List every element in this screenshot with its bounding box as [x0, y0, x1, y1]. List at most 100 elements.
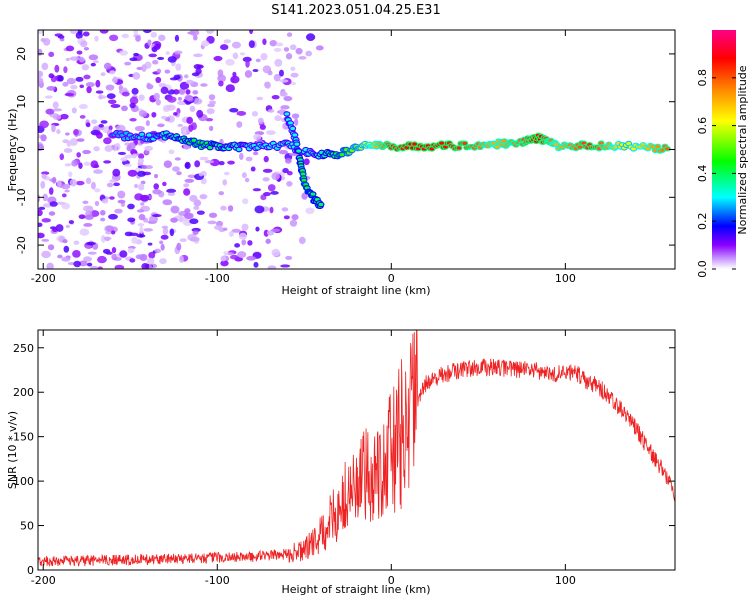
spectrogram-speckle [117, 190, 126, 199]
spectrogram-speckle [145, 120, 150, 127]
spectrogram-speckle [82, 200, 89, 205]
snr-ytick-label: 200 [13, 386, 34, 399]
snr-series-line [38, 330, 675, 568]
spectrogram-speckle [127, 203, 135, 210]
spectrogram-speckle [200, 83, 208, 87]
spectrogram-speckle [68, 171, 73, 178]
spectrogram-speckle [229, 108, 239, 113]
spectrogram-speckle [38, 194, 41, 203]
spectrogram-speckle [48, 187, 54, 195]
spectrogram-speckle [206, 108, 215, 115]
spectrogram-speckle [239, 152, 244, 161]
spectrogram-speckle [183, 183, 190, 188]
snr-ylabel: SNR (10 * v/v) [6, 411, 19, 489]
spectrogram-speckle [112, 168, 121, 177]
spectrogram-speckle [248, 40, 255, 49]
spectrogram-speckle [151, 111, 157, 118]
spectrogram-speckle [75, 76, 84, 82]
spectrogram-speckle [129, 118, 137, 122]
spectrogram-speckle [295, 47, 303, 55]
spectrogram-speckle [213, 55, 223, 62]
spectrogram-speckle [238, 232, 248, 240]
spectrogram-speckle [147, 39, 152, 46]
spectrogram-speckle [254, 205, 265, 214]
snr-ytick-label: 150 [13, 431, 34, 444]
spectrogram-speckle [167, 96, 177, 103]
spectrogram-speckle [110, 103, 121, 109]
spectrogram-speckle [57, 180, 62, 188]
spectrogram-ridge-core [296, 149, 302, 153]
spectrogram-ridge-core [236, 147, 242, 152]
spectrogram-speckle [73, 240, 80, 245]
spectrogram-speckle [144, 145, 153, 152]
spectrogram-speckle [40, 134, 47, 142]
spectrogram-speckle [223, 251, 229, 256]
spectrogram-speckle [86, 86, 92, 94]
spectrogram-speckle [223, 171, 230, 176]
spectrogram-speckle [89, 265, 99, 269]
spectrogram-speckle [267, 184, 276, 192]
spectrogram-speckle [283, 95, 293, 102]
spectrogram-speckle [270, 228, 281, 233]
spectrogram-speckle [117, 199, 126, 204]
spectrogram-speckle [231, 228, 241, 233]
spectrogram-speckle [285, 157, 292, 164]
spectrogram-speckle [170, 205, 180, 214]
spectrogram-speckle [267, 265, 277, 269]
spectrogram-speckle [85, 177, 92, 185]
spectrogram-speckle [162, 181, 167, 187]
spectrogram-speckle [222, 179, 228, 186]
colorbar-gradient [712, 30, 736, 269]
spectrogram-speckle [86, 241, 96, 246]
spectrogram-speckle [163, 160, 173, 168]
spectrogram-speckle [264, 81, 272, 89]
spectrogram-speckle [155, 76, 162, 84]
spectrogram-speckle [194, 160, 201, 168]
spectrogram-speckle [303, 158, 310, 166]
spectrogram-speckle [191, 72, 200, 77]
spectrogram-speckle [133, 183, 139, 189]
spectrogram-speckle [174, 34, 180, 42]
spectrogram-speckle [278, 69, 284, 77]
spectrogram-speckle [285, 255, 293, 260]
snr-xtick-label: -100 [205, 574, 230, 587]
spectrogram-speckle [154, 43, 161, 50]
spectrogram-speckle [225, 84, 235, 93]
spectrogram-speckle [99, 30, 109, 34]
spectrogram-speckle [100, 217, 106, 222]
spectrogram-ridge-core [660, 148, 665, 152]
spectrogram-speckle [121, 91, 130, 97]
spectrogram-ridge-core [310, 192, 316, 196]
spectrogram-speckle [184, 178, 195, 183]
spectrogram-speckle [184, 212, 194, 220]
spectrogram-speckle [94, 188, 101, 193]
spectrogram-speckle [100, 235, 106, 243]
spectrogram-speckle [71, 159, 78, 167]
spectrogram-speckle [161, 115, 167, 120]
spectrogram-speckle [103, 160, 112, 164]
spectrogram-speckle [220, 44, 229, 51]
spectrogram-speckle [52, 228, 58, 233]
spectrogram-speckle [78, 103, 88, 110]
spectrogram-speckle [103, 62, 112, 70]
spectrogram-speckle [85, 82, 95, 88]
spectrogram-speckle [192, 90, 199, 95]
spectrogram-speckle [253, 261, 259, 268]
spectrogram-speckle [136, 209, 145, 213]
spectrogram-speckle [208, 94, 216, 101]
spectrogram-ridge-core [146, 133, 152, 137]
spectrogram-speckle [69, 138, 78, 146]
spectrogram-speckle [51, 124, 56, 133]
spectrogram-speckle [63, 245, 70, 253]
spectrogram-speckle [56, 201, 66, 205]
spectrogram-speckle [60, 183, 71, 190]
spectrogram-speckle [95, 79, 101, 88]
spectrogram-speckle [259, 124, 266, 130]
spectrogram-speckle [291, 82, 296, 86]
snr-frame [37, 329, 676, 571]
spectrogram-speckle [176, 171, 182, 176]
spectrogram-speckle [61, 256, 71, 262]
snr-ytick-label: 250 [13, 342, 34, 355]
snr-xtick-label: 100 [555, 574, 576, 587]
spectrogram-speckle [273, 73, 281, 82]
